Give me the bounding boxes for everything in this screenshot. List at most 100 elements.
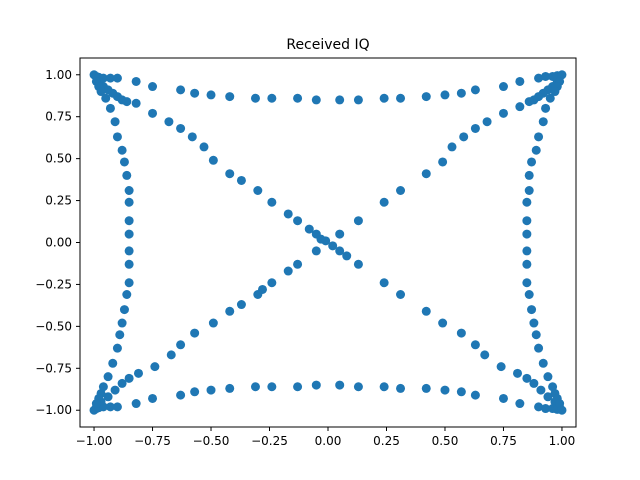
x-tick-label: 1.00	[549, 434, 576, 448]
data-point	[105, 73, 115, 83]
y-axis: −1.00 −0.75 −0.50 −0.25 0.00 0.25 0.50 0.75 1.00	[35, 68, 80, 417]
y-tick-label: −0.75	[35, 361, 72, 375]
data-point	[124, 186, 134, 195]
data-point	[293, 216, 303, 226]
data-point	[131, 98, 141, 108]
data-point	[527, 157, 537, 167]
points-layer	[89, 70, 567, 415]
data-point	[112, 343, 122, 353]
data-point	[236, 175, 246, 185]
data-point	[98, 402, 108, 412]
x-tick-label: 0.75	[490, 434, 517, 448]
data-point	[440, 90, 450, 100]
data-point	[124, 216, 134, 226]
data-point	[524, 170, 534, 180]
data-point	[421, 306, 431, 316]
y-tick-label: 1.00	[45, 68, 72, 82]
data-point	[105, 103, 115, 113]
y-tick-label: 0.25	[45, 194, 72, 208]
data-point	[110, 117, 120, 127]
data-point	[206, 90, 216, 100]
data-point	[531, 145, 541, 155]
data-point	[176, 85, 186, 95]
data-point	[522, 246, 532, 256]
data-point	[124, 259, 134, 269]
data-point	[498, 108, 508, 118]
data-point	[267, 278, 277, 288]
data-point	[208, 318, 218, 328]
data-point	[522, 229, 532, 239]
data-point	[438, 157, 448, 167]
data-point	[541, 404, 551, 414]
data-point	[110, 385, 120, 395]
data-point	[253, 186, 263, 195]
data-point	[250, 382, 260, 392]
data-point	[133, 368, 143, 378]
x-tick-label: −0.25	[251, 434, 288, 448]
data-point	[176, 340, 186, 350]
y-tick-label: −0.50	[35, 319, 72, 333]
data-point	[529, 318, 539, 328]
data-point	[522, 197, 532, 207]
data-point	[187, 132, 197, 142]
data-point	[545, 93, 555, 103]
data-point	[541, 71, 551, 81]
x-tick-label: −0.75	[134, 434, 171, 448]
data-point	[543, 372, 553, 382]
data-point	[236, 300, 246, 310]
y-tick-label: 0.50	[45, 152, 72, 166]
data-point	[98, 73, 108, 83]
data-point	[105, 402, 115, 412]
data-point	[529, 378, 539, 388]
data-point	[396, 383, 406, 393]
data-point	[208, 155, 218, 165]
data-point	[342, 251, 352, 261]
data-point	[250, 93, 260, 103]
data-point	[534, 402, 544, 412]
data-point	[122, 290, 132, 299]
data-point	[524, 186, 534, 195]
data-point	[115, 330, 125, 340]
data-point	[531, 330, 541, 340]
data-point	[267, 93, 277, 103]
data-point	[353, 382, 363, 392]
data-point	[293, 259, 303, 269]
data-point	[335, 380, 345, 390]
data-point	[108, 358, 118, 368]
data-point	[225, 383, 235, 393]
data-point	[379, 197, 389, 207]
data-point	[396, 93, 406, 103]
data-point	[225, 92, 235, 102]
data-point	[164, 117, 174, 127]
data-point	[550, 87, 560, 97]
data-point	[421, 169, 431, 179]
data-point	[166, 350, 176, 360]
data-point	[353, 216, 363, 226]
data-point	[513, 368, 523, 378]
data-point	[283, 209, 293, 219]
data-point	[148, 393, 158, 403]
data-point	[515, 102, 525, 112]
data-point	[321, 236, 331, 246]
data-point	[470, 340, 480, 350]
data-point	[534, 132, 544, 142]
x-tick-label: 0.25	[373, 434, 400, 448]
data-point	[293, 93, 303, 103]
data-point	[440, 385, 450, 395]
data-point	[311, 380, 321, 390]
data-point	[283, 266, 293, 276]
data-point	[470, 85, 480, 95]
data-point	[527, 305, 537, 315]
data-point	[534, 73, 544, 83]
data-point	[124, 229, 134, 239]
data-point	[124, 373, 134, 383]
data-point	[206, 385, 216, 395]
data-point	[524, 97, 534, 107]
data-point	[543, 392, 553, 402]
data-point	[538, 358, 548, 368]
data-point	[117, 378, 127, 388]
data-point	[131, 399, 141, 409]
data-point	[524, 290, 534, 299]
data-point	[470, 123, 480, 133]
